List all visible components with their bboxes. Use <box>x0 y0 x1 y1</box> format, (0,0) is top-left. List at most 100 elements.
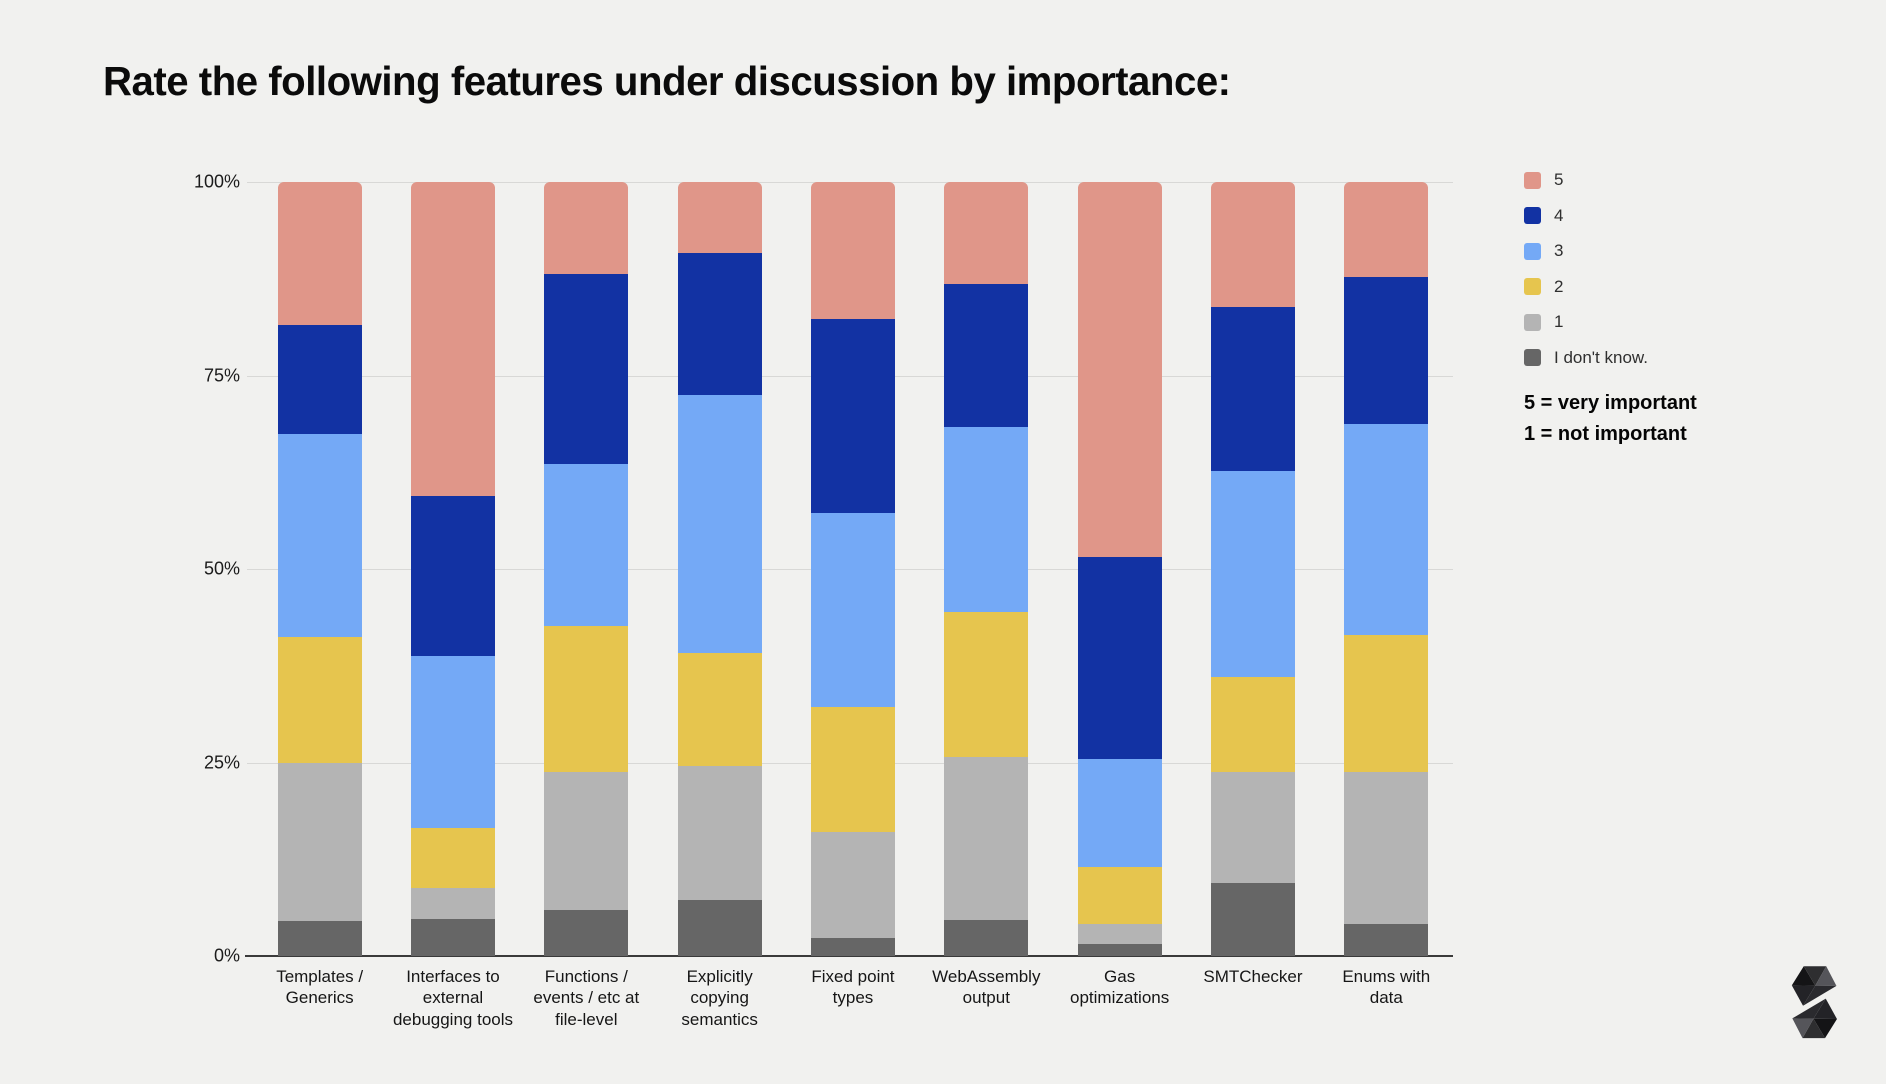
bar-slot: Fixed point types <box>786 182 919 1007</box>
bar-segment-rating-2 <box>277 637 362 763</box>
legend-item: 4 <box>1524 206 1648 226</box>
bar-segment-rating-4 <box>810 319 895 514</box>
bar-segment-rating-5 <box>677 182 762 254</box>
category-label: Gas optimizations <box>1070 967 1170 1008</box>
legend-swatch <box>1524 278 1541 295</box>
bar-slot: Templates / Generics <box>253 182 386 1007</box>
bar-segment-rating-4 <box>544 274 629 464</box>
legend-item: 3 <box>1524 241 1648 261</box>
bar-segment-rating-2 <box>1077 867 1162 925</box>
y-tick-label-100%: 100% <box>193 171 240 192</box>
category-label: SMTChecker <box>1203 967 1303 986</box>
bar-segment-rating-3 <box>944 426 1029 612</box>
legend: 5 4 3 2 1 I don't know. <box>1524 170 1648 383</box>
solidity-logo-top-arrow <box>1791 966 1837 1006</box>
bar-segment-rating-2 <box>810 706 895 833</box>
bar-segment-rating-4 <box>1077 556 1162 760</box>
bar-segment-rating-1 <box>410 887 495 919</box>
legend-note: 5 = very important 1 = not important <box>1524 388 1697 450</box>
legend-swatch <box>1524 242 1541 260</box>
bar-slot: Functions / events / etc at file-level <box>520 182 653 1029</box>
legend-label: I don't know. <box>1554 347 1648 367</box>
bar-segment-rating-3 <box>277 434 362 638</box>
bar-segment-rating-2 <box>677 652 762 766</box>
x-axis-line <box>245 955 1453 957</box>
bar-slot: SMTChecker <box>1186 182 1319 986</box>
bar-segment-rating-1 <box>1210 771 1295 884</box>
bar-segment-rating-i-don-t-know <box>944 920 1029 956</box>
legend-label: 1 <box>1554 312 1564 331</box>
stacked-bar <box>1344 182 1429 956</box>
bar-segment-rating-i-don-t-know <box>1210 883 1295 956</box>
bar-segment-rating-5 <box>1344 182 1429 278</box>
bar-segment-rating-2 <box>944 611 1029 758</box>
bar-segment-rating-4 <box>277 325 362 435</box>
bar-segment-rating-1 <box>944 757 1029 921</box>
bar-segment-rating-3 <box>810 513 895 707</box>
bar-segment-rating-i-don-t-know <box>1077 943 1162 956</box>
legend-swatch <box>1524 313 1541 331</box>
bar-segment-rating-2 <box>1210 676 1295 772</box>
bar-segment-rating-5 <box>410 182 495 497</box>
bar-segment-rating-5 <box>944 182 1029 285</box>
bar-segment-rating-1 <box>810 832 895 939</box>
bar-segment-rating-i-don-t-know <box>277 921 362 956</box>
bar-slot: Gas optimizations <box>1053 182 1186 1007</box>
bar-segment-rating-5 <box>810 182 895 320</box>
legend-swatch <box>1524 207 1541 224</box>
stacked-bar <box>1210 182 1295 956</box>
bar-segment-rating-5 <box>1210 182 1295 307</box>
bar-segment-rating-3 <box>410 655 495 828</box>
bar-segment-rating-i-don-t-know <box>677 899 762 956</box>
bar-segment-rating-5 <box>277 182 362 326</box>
legend-item: 5 <box>1524 170 1648 190</box>
legend-label: 2 <box>1554 276 1564 296</box>
bar-segment-rating-4 <box>410 496 495 656</box>
bar-segment-rating-2 <box>544 625 629 772</box>
legend-label: 3 <box>1554 241 1564 260</box>
y-tick-label-25%: 25% <box>203 752 240 772</box>
bar-slot: Interfaces to external debugging tools <box>386 182 519 1029</box>
bar-segment-rating-1 <box>277 762 362 922</box>
note-line-1: 5 = very important <box>1524 392 1697 414</box>
bar-segment-rating-1 <box>1077 924 1162 944</box>
category-label: Explicitly copying semantics <box>681 967 758 1029</box>
stacked-bar <box>410 182 495 956</box>
plot-area: Templates / Generics Interfaces to extern… <box>245 182 1453 1029</box>
bar-segment-rating-i-don-t-know <box>410 918 495 956</box>
legend-swatch <box>1524 349 1541 366</box>
bar-segment-rating-1 <box>677 765 762 900</box>
bar-slot: WebAssembly output <box>920 182 1053 1007</box>
legend-label: 5 <box>1554 170 1564 189</box>
category-label: WebAssembly output <box>932 967 1041 1008</box>
bar-segment-rating-3 <box>677 394 762 653</box>
y-tick-label-50%: 50% <box>203 558 240 579</box>
legend-item: 2 <box>1524 277 1648 297</box>
stacked-bar <box>810 182 895 956</box>
bar-slot: Enums with data <box>1320 182 1453 1007</box>
category-label: Functions / events / etc at file-level <box>533 967 640 1029</box>
bar-segment-rating-1 <box>544 771 629 910</box>
bar-segment-rating-3 <box>544 463 629 626</box>
bars-layer: Templates / Generics Interfaces to extern… <box>253 182 1453 1029</box>
stacked-bar <box>677 182 762 956</box>
bar-segment-rating-4 <box>944 284 1029 427</box>
y-tick-label-0%: 0% <box>213 945 240 966</box>
category-label: Templates / Generics <box>276 967 364 1008</box>
legend-label: 4 <box>1554 205 1564 225</box>
category-label: Fixed point types <box>811 967 895 1008</box>
bar-segment-rating-i-don-t-know <box>1344 923 1429 956</box>
stacked-bar <box>277 182 362 956</box>
bar-segment-rating-1 <box>1344 771 1429 924</box>
bar-segment-rating-i-don-t-know <box>810 938 895 956</box>
bar-segment-rating-3 <box>1077 759 1162 868</box>
y-tick-label-75%: 75% <box>203 365 240 385</box>
legend-item: 1 <box>1524 312 1648 332</box>
category-label: Enums with data <box>1342 967 1431 1008</box>
stacked-bar <box>944 182 1029 956</box>
bar-segment-rating-4 <box>1344 277 1429 424</box>
bar-segment-rating-3 <box>1210 470 1295 677</box>
solidity-logo-icon <box>1791 966 1837 1039</box>
chart-title: Rate the following features under discus… <box>103 58 1231 104</box>
